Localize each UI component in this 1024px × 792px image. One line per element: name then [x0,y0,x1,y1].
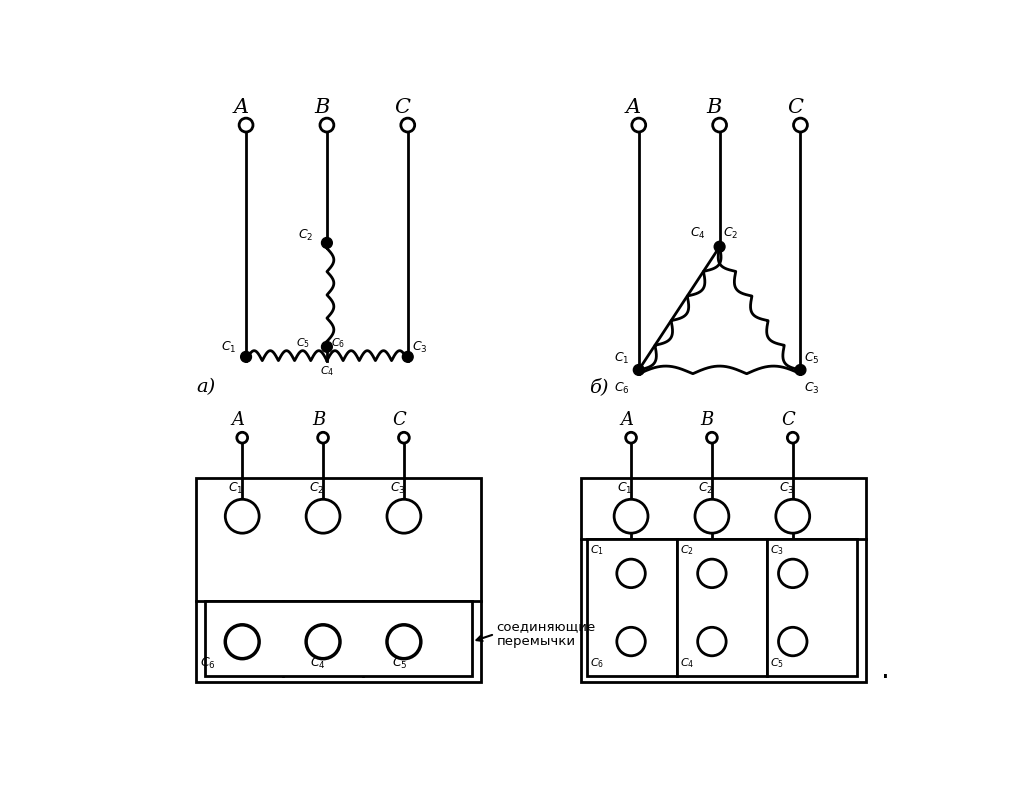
Text: A: A [231,411,244,429]
Text: $C_3$: $C_3$ [779,481,795,497]
Text: $C_3$: $C_3$ [770,543,784,557]
Circle shape [402,352,413,362]
Circle shape [322,341,333,352]
Circle shape [776,499,810,533]
Circle shape [616,559,645,588]
Text: $C_4$: $C_4$ [310,656,326,671]
Bar [205,601,472,676]
Circle shape [713,118,727,132]
Circle shape [626,432,637,443]
Text: C: C [781,411,795,429]
Text: B: B [312,411,325,429]
Text: $C_1$: $C_1$ [617,481,633,497]
Text: $C_5$: $C_5$ [804,351,820,366]
Circle shape [794,118,807,132]
Text: $C_5$: $C_5$ [296,336,310,350]
Text: $C_1$: $C_1$ [228,481,244,497]
Text: C: C [392,411,407,429]
Text: B: B [313,98,329,117]
Text: B: B [707,98,722,117]
Text: .: . [881,657,890,684]
Bar [677,539,767,676]
Circle shape [795,364,806,375]
Text: B: B [700,411,714,429]
Circle shape [400,118,415,132]
Text: $C_4$: $C_4$ [680,657,694,670]
Circle shape [398,432,410,443]
Circle shape [614,499,648,533]
Circle shape [225,625,259,659]
Bar [767,539,857,676]
Circle shape [616,627,645,656]
Circle shape [317,432,329,443]
Circle shape [387,625,421,659]
Text: C: C [787,98,803,117]
Text: $C_6$: $C_6$ [613,381,630,396]
Circle shape [322,238,333,248]
Text: а): а) [196,378,215,396]
Text: $C_1$: $C_1$ [221,340,237,355]
Circle shape [225,499,259,533]
Text: б): б) [589,378,608,396]
Text: $C_4$: $C_4$ [319,364,334,378]
Circle shape [237,432,248,443]
Text: $C_4$: $C_4$ [690,227,706,242]
Circle shape [634,364,644,375]
Text: A: A [626,98,641,117]
Circle shape [695,499,729,533]
Circle shape [697,627,726,656]
Circle shape [707,432,717,443]
Text: $C_2$: $C_2$ [698,481,714,497]
Text: C: C [394,98,411,117]
Circle shape [319,118,334,132]
Circle shape [387,499,421,533]
Text: $C_5$: $C_5$ [770,657,784,670]
Circle shape [778,559,807,588]
Text: $C_6$: $C_6$ [200,656,216,671]
Text: $C_3$: $C_3$ [413,340,428,355]
Text: $C_1$: $C_1$ [614,351,630,366]
Text: $C_6$: $C_6$ [331,336,345,350]
Circle shape [632,118,646,132]
Circle shape [306,625,340,659]
Text: A: A [620,411,633,429]
Circle shape [778,627,807,656]
Circle shape [697,559,726,588]
Text: $C_2$: $C_2$ [723,227,738,242]
Circle shape [241,352,252,362]
Text: соединяющие
перемычки: соединяющие перемычки [497,620,596,648]
Bar [587,539,677,676]
Text: $C_2$: $C_2$ [680,543,694,557]
Text: $C_3$: $C_3$ [390,481,406,497]
Circle shape [306,499,340,533]
Text: A: A [233,98,248,117]
Text: $C_6$: $C_6$ [590,657,604,670]
Circle shape [714,242,725,252]
Text: $C_1$: $C_1$ [590,543,604,557]
Text: $C_3$: $C_3$ [804,381,820,396]
Circle shape [240,118,253,132]
Text: $C_2$: $C_2$ [298,227,313,242]
Bar [581,478,866,682]
Circle shape [787,432,798,443]
Text: $C_2$: $C_2$ [309,481,325,497]
Text: $C_5$: $C_5$ [392,656,408,671]
Bar [196,478,481,682]
